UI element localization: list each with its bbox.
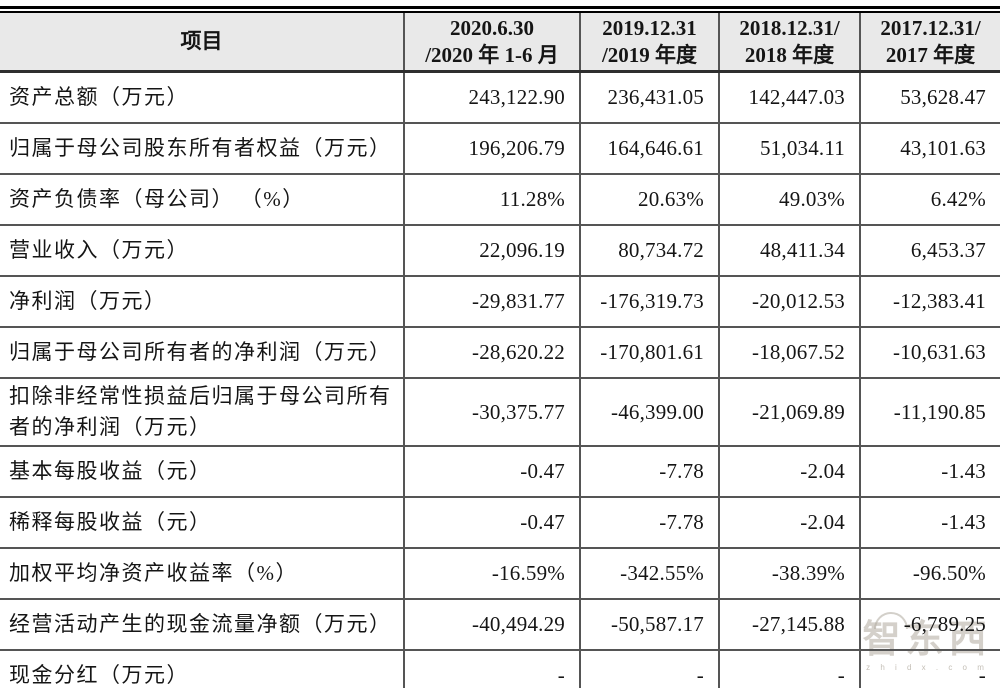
col-header-item: 项目 [0, 13, 404, 73]
period-range: 2018 年度 [744, 42, 835, 67]
table-row: 归属于母公司所有者的净利润（万元） -28,620.22 -170,801.61… [0, 327, 1000, 379]
period-date: 2020.6.30 [450, 15, 534, 40]
table-row: 稀释每股收益（元） -0.47 -7.78 -2.04 -1.43 [0, 497, 1000, 549]
cell-value: -7.78 [579, 446, 719, 498]
top-double-rule [0, 0, 1000, 13]
cell-value: - [718, 650, 860, 688]
financial-summary-table-wrap: 项目 2020.6.30 /2020 年 1-6 月 2019.12.31 /2… [0, 13, 1000, 688]
cell-value: -12,383.41 [859, 276, 1000, 328]
cell-value: 164,646.61 [579, 123, 719, 175]
row-label: 净利润（万元） [0, 276, 404, 328]
cell-value: -50,587.17 [579, 599, 719, 651]
cell-value: 6,453.37 [859, 225, 1000, 277]
cell-value: -38.39% [718, 548, 860, 600]
cell-value: 196,206.79 [403, 123, 580, 175]
table-row: 现金分红（万元） - - - - [0, 650, 1000, 688]
header-row: 项目 2020.6.30 /2020 年 1-6 月 2019.12.31 /2… [0, 13, 1000, 73]
cell-value: 51,034.11 [718, 123, 860, 175]
cell-value: -11,190.85 [859, 378, 1000, 447]
cell-value: -28,620.22 [403, 327, 580, 379]
table-row: 资产总额（万元） 243,122.90 236,431.05 142,447.0… [0, 71, 1000, 124]
col-header-period-2019: 2019.12.31 /2019 年度 [579, 13, 719, 73]
cell-value: -20,012.53 [718, 276, 860, 328]
cell-value: 48,411.34 [718, 225, 860, 277]
cell-value: -29,831.77 [403, 276, 580, 328]
col-header-period-2018: 2018.12.31/ 2018 年度 [718, 13, 860, 73]
cell-value: -1.43 [859, 446, 1000, 498]
cell-value: - [403, 650, 580, 688]
cell-value: -27,145.88 [718, 599, 860, 651]
row-label: 归属于母公司所有者的净利润（万元） [0, 327, 404, 379]
cell-value: 11.28% [403, 174, 580, 226]
cell-value: -7.78 [579, 497, 719, 549]
cell-value: 22,096.19 [403, 225, 580, 277]
cell-value: -170,801.61 [579, 327, 719, 379]
table-row: 基本每股收益（元） -0.47 -7.78 -2.04 -1.43 [0, 446, 1000, 498]
row-label: 资产负债率（母公司） （%） [0, 174, 404, 226]
cell-value: - [579, 650, 719, 688]
cell-value: -176,319.73 [579, 276, 719, 328]
cell-value: - [859, 650, 1000, 688]
table-row: 扣除非经常性损益后归属于母公司所有者的净利润（万元） -30,375.77 -4… [0, 378, 1000, 447]
cell-value: -16.59% [403, 548, 580, 600]
row-label: 营业收入（万元） [0, 225, 404, 277]
period-range: /2019 年度 [601, 42, 698, 67]
row-label: 稀释每股收益（元） [0, 497, 404, 549]
cell-value: 20.63% [579, 174, 719, 226]
cell-value: 243,122.90 [403, 71, 580, 124]
cell-value: -2.04 [718, 446, 860, 498]
cell-value: -30,375.77 [403, 378, 580, 447]
financial-summary-table: 项目 2020.6.30 /2020 年 1-6 月 2019.12.31 /2… [0, 13, 1000, 688]
cell-value: -0.47 [403, 446, 580, 498]
period-date: 2019.12.31 [602, 15, 697, 40]
table-row: 加权平均净资产收益率（%） -16.59% -342.55% -38.39% -… [0, 548, 1000, 600]
row-label: 扣除非经常性损益后归属于母公司所有者的净利润（万元） [0, 378, 404, 447]
cell-value: -21,069.89 [718, 378, 860, 447]
cell-value: 236,431.05 [579, 71, 719, 124]
cell-value: -1.43 [859, 497, 1000, 549]
cell-value: -18,067.52 [718, 327, 860, 379]
period-date: 2018.12.31/ [739, 15, 840, 40]
cell-value: -96.50% [859, 548, 1000, 600]
cell-value: 142,447.03 [718, 71, 860, 124]
table-row: 净利润（万元） -29,831.77 -176,319.73 -20,012.5… [0, 276, 1000, 328]
cell-value: 49.03% [718, 174, 860, 226]
cell-value: -40,494.29 [403, 599, 580, 651]
cell-value: -46,399.00 [579, 378, 719, 447]
table-row: 资产负债率（母公司） （%） 11.28% 20.63% 49.03% 6.42… [0, 174, 1000, 226]
cell-value: -0.47 [403, 497, 580, 549]
row-label: 现金分红（万元） [0, 650, 404, 688]
table-row: 营业收入（万元） 22,096.19 80,734.72 48,411.34 6… [0, 225, 1000, 277]
period-date: 2017.12.31/ [880, 15, 981, 40]
cell-value: 80,734.72 [579, 225, 719, 277]
col-header-period-2017: 2017.12.31/ 2017 年度 [859, 13, 1000, 73]
cell-value: -2.04 [718, 497, 860, 549]
row-label: 加权平均净资产收益率（%） [0, 548, 404, 600]
row-label: 经营活动产生的现金流量净额（万元） [0, 599, 404, 651]
cell-value: 6.42% [859, 174, 1000, 226]
col-header-period-2020: 2020.6.30 /2020 年 1-6 月 [403, 13, 580, 73]
table-row: 经营活动产生的现金流量净额（万元） -40,494.29 -50,587.17 … [0, 599, 1000, 651]
row-label: 基本每股收益（元） [0, 446, 404, 498]
top-rule-thin [0, 11, 1000, 13]
table-row: 归属于母公司股东所有者权益（万元） 196,206.79 164,646.61 … [0, 123, 1000, 175]
cell-value: 43,101.63 [859, 123, 1000, 175]
cell-value: -6,789.25 [859, 599, 1000, 651]
period-range: /2020 年 1-6 月 [425, 42, 559, 67]
cell-value: -342.55% [579, 548, 719, 600]
cell-value: -10,631.63 [859, 327, 1000, 379]
row-label: 资产总额（万元） [0, 71, 404, 124]
row-label: 归属于母公司股东所有者权益（万元） [0, 123, 404, 175]
cell-value: 53,628.47 [859, 71, 1000, 124]
period-range: 2017 年度 [885, 42, 976, 67]
top-rule-thick [0, 6, 1000, 9]
